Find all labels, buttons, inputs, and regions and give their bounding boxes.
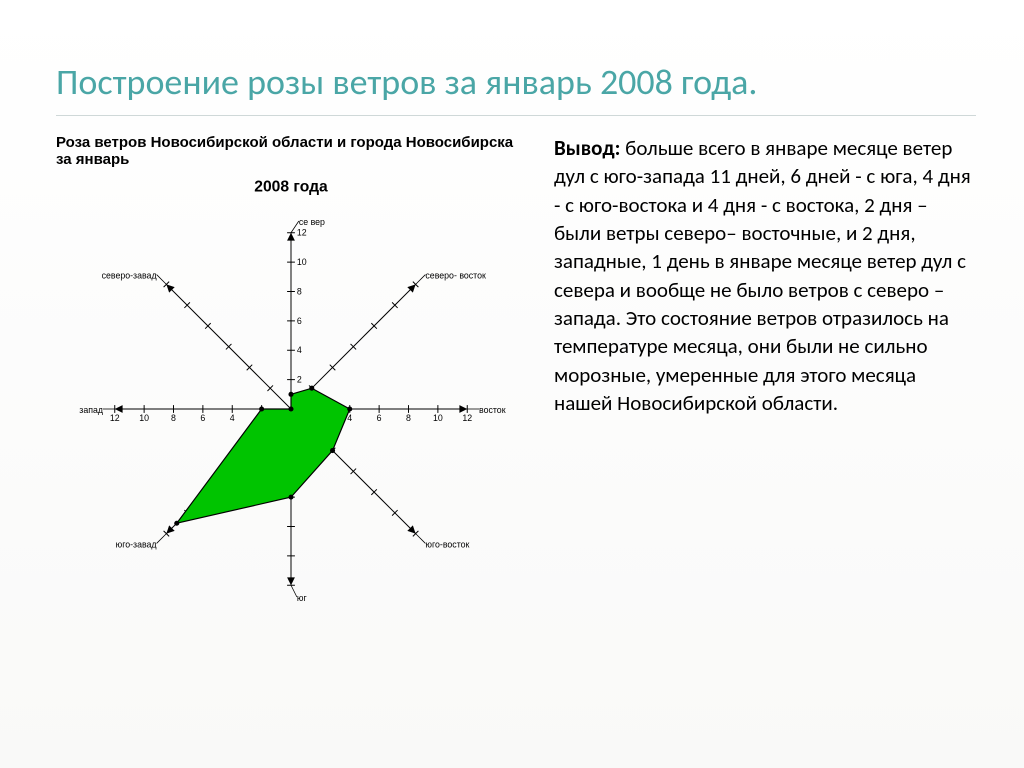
svg-text:6: 6 xyxy=(377,413,382,423)
svg-text:8: 8 xyxy=(171,413,176,423)
svg-text:12: 12 xyxy=(297,228,307,238)
svg-text:10: 10 xyxy=(297,257,307,267)
conclusion-text: Вывод: больше всего в январе месяце вете… xyxy=(554,134,976,417)
svg-text:4: 4 xyxy=(297,345,302,355)
svg-text:запад: запад xyxy=(79,405,103,415)
svg-text:6: 6 xyxy=(200,413,205,423)
svg-text:6: 6 xyxy=(297,316,302,326)
svg-text:4: 4 xyxy=(230,413,235,423)
conclusion-label: Вывод: xyxy=(554,135,620,161)
wind-rose-chart: 2008 года246810122468101224681012се верс… xyxy=(56,174,526,644)
svg-text:8: 8 xyxy=(297,286,302,296)
svg-text:северо-завад: северо-завад xyxy=(102,270,157,280)
svg-text:12: 12 xyxy=(462,413,472,423)
svg-text:северо- восток: северо- восток xyxy=(425,270,486,280)
svg-text:юго-завад: юго-завад xyxy=(116,539,157,549)
slide-title: Построение розы ветров за январь 2008 го… xyxy=(56,60,976,105)
chart-title-line1: Роза ветров Новосибирской области и горо… xyxy=(56,134,526,168)
svg-text:10: 10 xyxy=(139,413,149,423)
svg-text:юго-восток: юго-восток xyxy=(425,539,469,549)
svg-text:2: 2 xyxy=(297,375,302,385)
svg-text:2008 года: 2008 года xyxy=(254,179,328,196)
svg-text:10: 10 xyxy=(433,413,443,423)
chart-panel: Роза ветров Новосибирской области и горо… xyxy=(56,134,526,644)
svg-text:восток: восток xyxy=(479,405,506,415)
conclusion-body: больше всего в январе месяце ветер дул с… xyxy=(554,135,971,416)
svg-text:12: 12 xyxy=(110,413,120,423)
title-divider xyxy=(56,115,976,116)
svg-text:8: 8 xyxy=(406,413,411,423)
svg-text:се вер: се вер xyxy=(299,217,325,227)
content-row: Роза ветров Новосибирской области и горо… xyxy=(56,134,976,644)
svg-text:юг: юг xyxy=(297,593,307,603)
